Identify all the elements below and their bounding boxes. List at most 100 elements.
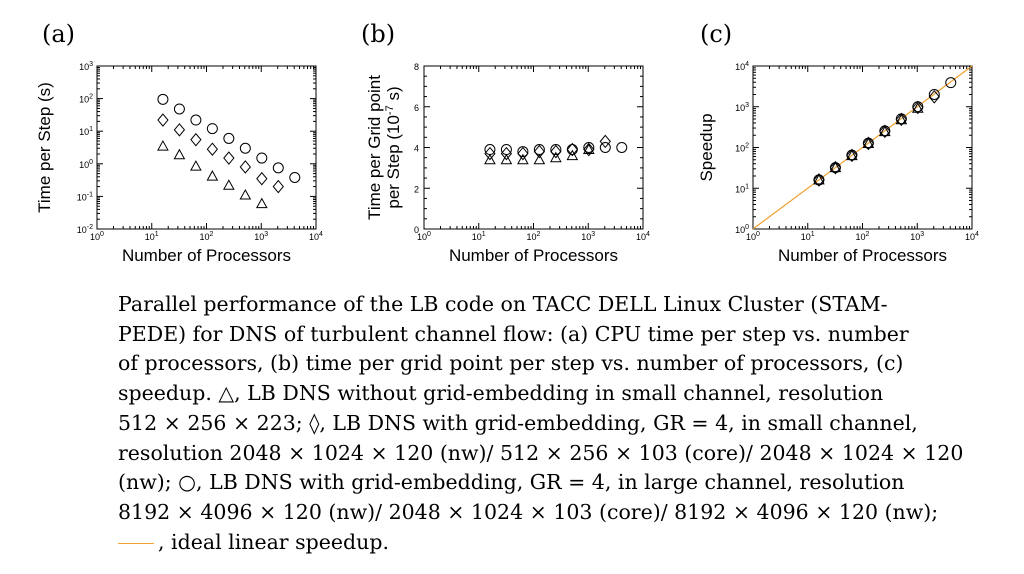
plot-frame bbox=[96, 65, 317, 230]
tick-label: 103 bbox=[581, 231, 595, 242]
tick-label: 101 bbox=[79, 126, 93, 137]
tick-label: 104 bbox=[636, 231, 650, 242]
chart-panel-a: (a) 100 101 102 103 104 10-2 10-1 100 101 102 103 Nu… bbox=[35, 20, 323, 265]
data-point-diamond bbox=[157, 113, 169, 127]
data-point-triangle bbox=[533, 153, 546, 165]
data-point-triangle bbox=[223, 179, 235, 190]
data-point-triangle bbox=[550, 151, 562, 163]
caption-line: PEDE) for DNS of turbulent channel flow:… bbox=[118, 321, 909, 346]
data-point-circle bbox=[895, 113, 907, 125]
tick-label: 8 bbox=[414, 62, 419, 72]
tick-label: 0 bbox=[414, 225, 419, 235]
panel-label: (c) bbox=[700, 20, 732, 48]
tick-label: 100 bbox=[417, 231, 431, 242]
data-point-circle bbox=[879, 125, 891, 137]
data-point-triangle bbox=[500, 153, 513, 165]
caption-line: resolution 2048 × 1024 × 120 (nw)/ 512 ×… bbox=[118, 440, 964, 465]
caption-line: 8192 × 4096 × 120 (nw)/ 2048 × 1024 × 10… bbox=[118, 499, 939, 524]
data-point-diamond bbox=[895, 112, 907, 127]
chart-panel-c: (c) 100 101 102 103 104 100 101 102 103 104 Number … bbox=[697, 20, 979, 265]
tick-label: 100 bbox=[735, 224, 749, 235]
data-point-diamond bbox=[173, 123, 186, 137]
tick-label: 102 bbox=[856, 231, 870, 242]
data-point-circle bbox=[272, 162, 284, 174]
data-point-triangle bbox=[484, 153, 496, 165]
data-point-triangle bbox=[206, 170, 219, 181]
data-point-diamond bbox=[206, 142, 219, 157]
data-point-circle bbox=[223, 132, 235, 144]
data-point-circle bbox=[862, 137, 874, 149]
data-point-circle bbox=[599, 142, 611, 153]
data-point-triangle bbox=[157, 140, 169, 151]
data-point-diamond bbox=[256, 171, 268, 186]
caption-line: of processors, (b) time per grid point p… bbox=[118, 351, 904, 376]
data-point-circle bbox=[484, 144, 496, 156]
data-point-circle bbox=[813, 174, 825, 186]
x-axis-title: Number of Processors bbox=[122, 246, 291, 265]
panel-label: (a) bbox=[42, 20, 75, 48]
caption-line: speedup. △, LB DNS without grid-embeddin… bbox=[118, 381, 884, 406]
y-axis-title: Time per Grid point bbox=[365, 75, 384, 220]
data-point-triangle bbox=[566, 149, 579, 161]
caption-line: (nw); ○, LB DNS with grid-embedding, GR … bbox=[118, 470, 905, 495]
tick-label: 102 bbox=[79, 94, 93, 105]
tick-label: 103 bbox=[79, 61, 93, 72]
data-point-triangle bbox=[190, 160, 202, 171]
figure-caption: Parallel performance of the LB code on T… bbox=[118, 290, 964, 558]
tick-label: 10-1 bbox=[77, 191, 93, 202]
data-point-diamond bbox=[846, 148, 858, 163]
data-point-triangle bbox=[173, 148, 186, 160]
data-point-circle bbox=[616, 142, 628, 153]
data-point-triangle bbox=[582, 143, 595, 155]
data-point-diamond bbox=[583, 142, 595, 157]
caption-line-last: , ideal linear speedup. bbox=[118, 528, 940, 558]
data-point-circle bbox=[239, 142, 251, 154]
data-point-circle bbox=[566, 144, 578, 156]
data-point-triangle bbox=[813, 173, 825, 185]
data-point-circle bbox=[583, 142, 595, 153]
tick-label: 101 bbox=[735, 183, 749, 194]
panel-label: (b) bbox=[361, 20, 395, 48]
data-point-circle bbox=[173, 103, 185, 115]
tick-label: 103 bbox=[735, 102, 749, 113]
data-point-diamond bbox=[484, 146, 496, 161]
ideal-speedup-legend-line bbox=[118, 542, 154, 544]
tick-label: 102 bbox=[527, 231, 541, 242]
data-point-circle bbox=[517, 146, 529, 158]
tick-label: 104 bbox=[735, 61, 749, 72]
chart-panel-b: (b) 100 101 102 103 104 0 2 4 6 8 Number of Process… bbox=[361, 20, 650, 265]
data-point-diamond bbox=[223, 151, 235, 165]
data-point-circle bbox=[912, 101, 924, 113]
data-point-circle bbox=[846, 149, 858, 161]
x-axis-title: Number of Processors bbox=[778, 246, 947, 265]
tick-label: 100 bbox=[79, 159, 93, 170]
tick-label: 102 bbox=[200, 231, 214, 242]
data-point-triangle bbox=[517, 153, 529, 165]
data-point-diamond bbox=[550, 144, 562, 159]
tick-label: 4 bbox=[414, 144, 419, 154]
data-point-diamond bbox=[813, 173, 825, 187]
data-point-diamond bbox=[599, 134, 611, 149]
y-axis-title-line2: per Step (10-7 s) bbox=[384, 86, 403, 208]
data-point-circle bbox=[928, 88, 940, 100]
data-point-triangle bbox=[255, 197, 268, 209]
y-axis-title: Speedup bbox=[697, 113, 716, 181]
data-point-triangle bbox=[862, 137, 875, 149]
tick-label: 2 bbox=[414, 184, 419, 194]
ideal-speedup-line bbox=[752, 65, 973, 230]
data-point-circle bbox=[945, 77, 957, 89]
data-point-circle bbox=[256, 152, 268, 164]
data-point-diamond bbox=[566, 142, 578, 157]
tick-label: 101 bbox=[801, 231, 815, 242]
data-point-circle bbox=[550, 144, 562, 156]
tick-label: 6 bbox=[414, 103, 419, 113]
data-point-diamond bbox=[500, 146, 513, 161]
tick-label: 104 bbox=[965, 231, 979, 242]
tick-label: 103 bbox=[254, 231, 268, 242]
figure-panels: (a) 100 101 102 103 104 10-2 10-1 100 101 102 103 Nu… bbox=[35, 20, 979, 265]
tick-label: 104 bbox=[309, 231, 323, 242]
data-point-circle bbox=[829, 162, 841, 174]
data-point-diamond bbox=[533, 144, 546, 159]
data-point-diamond bbox=[190, 132, 202, 147]
data-point-diamond bbox=[928, 90, 940, 104]
